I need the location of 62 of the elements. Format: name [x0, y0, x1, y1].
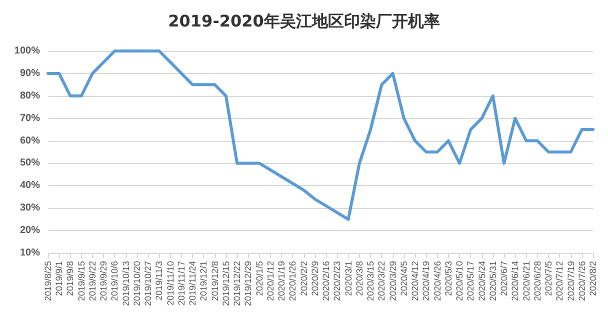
x-tick-label: 2020/1/12 [265, 261, 276, 302]
x-tick-label: 2020/2/16 [321, 261, 332, 302]
x-tick-label: 2020/3/8 [354, 261, 364, 296]
x-tick-label: 2019/11/3 [154, 261, 164, 300]
x-tick-label: 2020/5/31 [488, 261, 498, 302]
x-tick-label: 2019/8/25 [43, 261, 53, 302]
x-tick-label: 2019/12/1 [198, 261, 209, 302]
x-tick-label: 2019/11/10 [165, 261, 176, 306]
x-tick-label: 2020/5/24 [476, 261, 487, 302]
y-tick-label: 20% [20, 225, 40, 236]
y-tick-label: 80% [20, 90, 40, 102]
x-tick-label: 2020/2/23 [332, 261, 342, 302]
y-tick-label: 100% [14, 46, 40, 56]
x-tick-label: 2020/1/26 [288, 261, 298, 302]
x-tick-label: 2020/7/26 [576, 261, 587, 302]
x-tick-label: 2019/10/13 [120, 261, 131, 306]
x-tick-label: 2020/3/29 [388, 261, 398, 302]
y-tick-label: 60% [20, 135, 40, 146]
x-tick-label: 2020/5/10 [454, 261, 465, 302]
x-tick-label: 2020/4/19 [421, 261, 432, 302]
x-tick-label: 2020/2/2 [298, 261, 309, 296]
x-tick-label: 2020/4/12 [410, 261, 420, 302]
y-tick-label: 10% [20, 248, 40, 258]
y-tick-label: 50% [20, 158, 40, 169]
x-tick-label: 2019/10/20 [132, 261, 142, 306]
x-tick-label: 2020/3/22 [376, 261, 387, 302]
y-tick-label: 40% [20, 180, 40, 192]
x-tick-label: 2020/4/5 [398, 261, 409, 296]
x-tick-label: 2020/1/19 [276, 261, 287, 302]
x-tick-label: 2019/12/8 [210, 261, 220, 302]
x-tick-label: 2020/3/15 [366, 261, 376, 302]
x-tick-label: 2019/12/22 [232, 261, 242, 306]
x-tick-label: 2019/9/8 [65, 261, 76, 296]
x-tick-label: 2020/7/5 [544, 261, 554, 296]
x-tick-label: 2020/6/14 [510, 261, 520, 302]
x-tick-label: 2020/3/1 [343, 261, 354, 296]
x-tick-label: 2020/5/17 [466, 261, 476, 302]
x-tick-label: 2020/8/2 [588, 261, 598, 296]
x-tick-label: 2019/12/15 [220, 261, 231, 306]
x-tick-label: 2020/2/9 [310, 261, 320, 296]
x-tick-label: 2020/6/21 [521, 261, 532, 302]
x-tick-label: 2020/5/3 [443, 261, 454, 296]
x-tick-label: 2020/7/19 [566, 261, 576, 302]
x-tick-label: 2020/6/28 [532, 261, 542, 302]
x-tick-label: 2019/10/27 [143, 261, 154, 306]
y-tick-label: 90% [20, 68, 40, 79]
x-tick-label: 2019/11/24 [188, 261, 198, 306]
x-tick-label: 2019/9/1 [54, 261, 64, 296]
x-tick-label: 2020/7/12 [554, 261, 565, 302]
x-tick-label: 2020/1/5 [254, 261, 264, 296]
x-tick-label: 2019/12/29 [243, 261, 254, 306]
line-series [46, 50, 594, 221]
x-tick-label: 2020/6/7 [499, 261, 510, 296]
x-tick-label: 2019/10/6 [110, 261, 120, 302]
chart-title: 2019-2020年吴江地区印染厂开机率 [168, 12, 440, 30]
x-tick-label: 2020/4/26 [432, 261, 442, 302]
x-tick-label: 2019/11/17 [176, 261, 186, 306]
x-tick-label: 2019/9/15 [76, 261, 86, 302]
y-tick-label: 30% [20, 202, 40, 214]
x-tick-label: 2019/9/29 [98, 261, 109, 302]
x-tick-label: 2019/9/22 [87, 261, 98, 302]
y-tick-label: 70% [20, 112, 40, 124]
